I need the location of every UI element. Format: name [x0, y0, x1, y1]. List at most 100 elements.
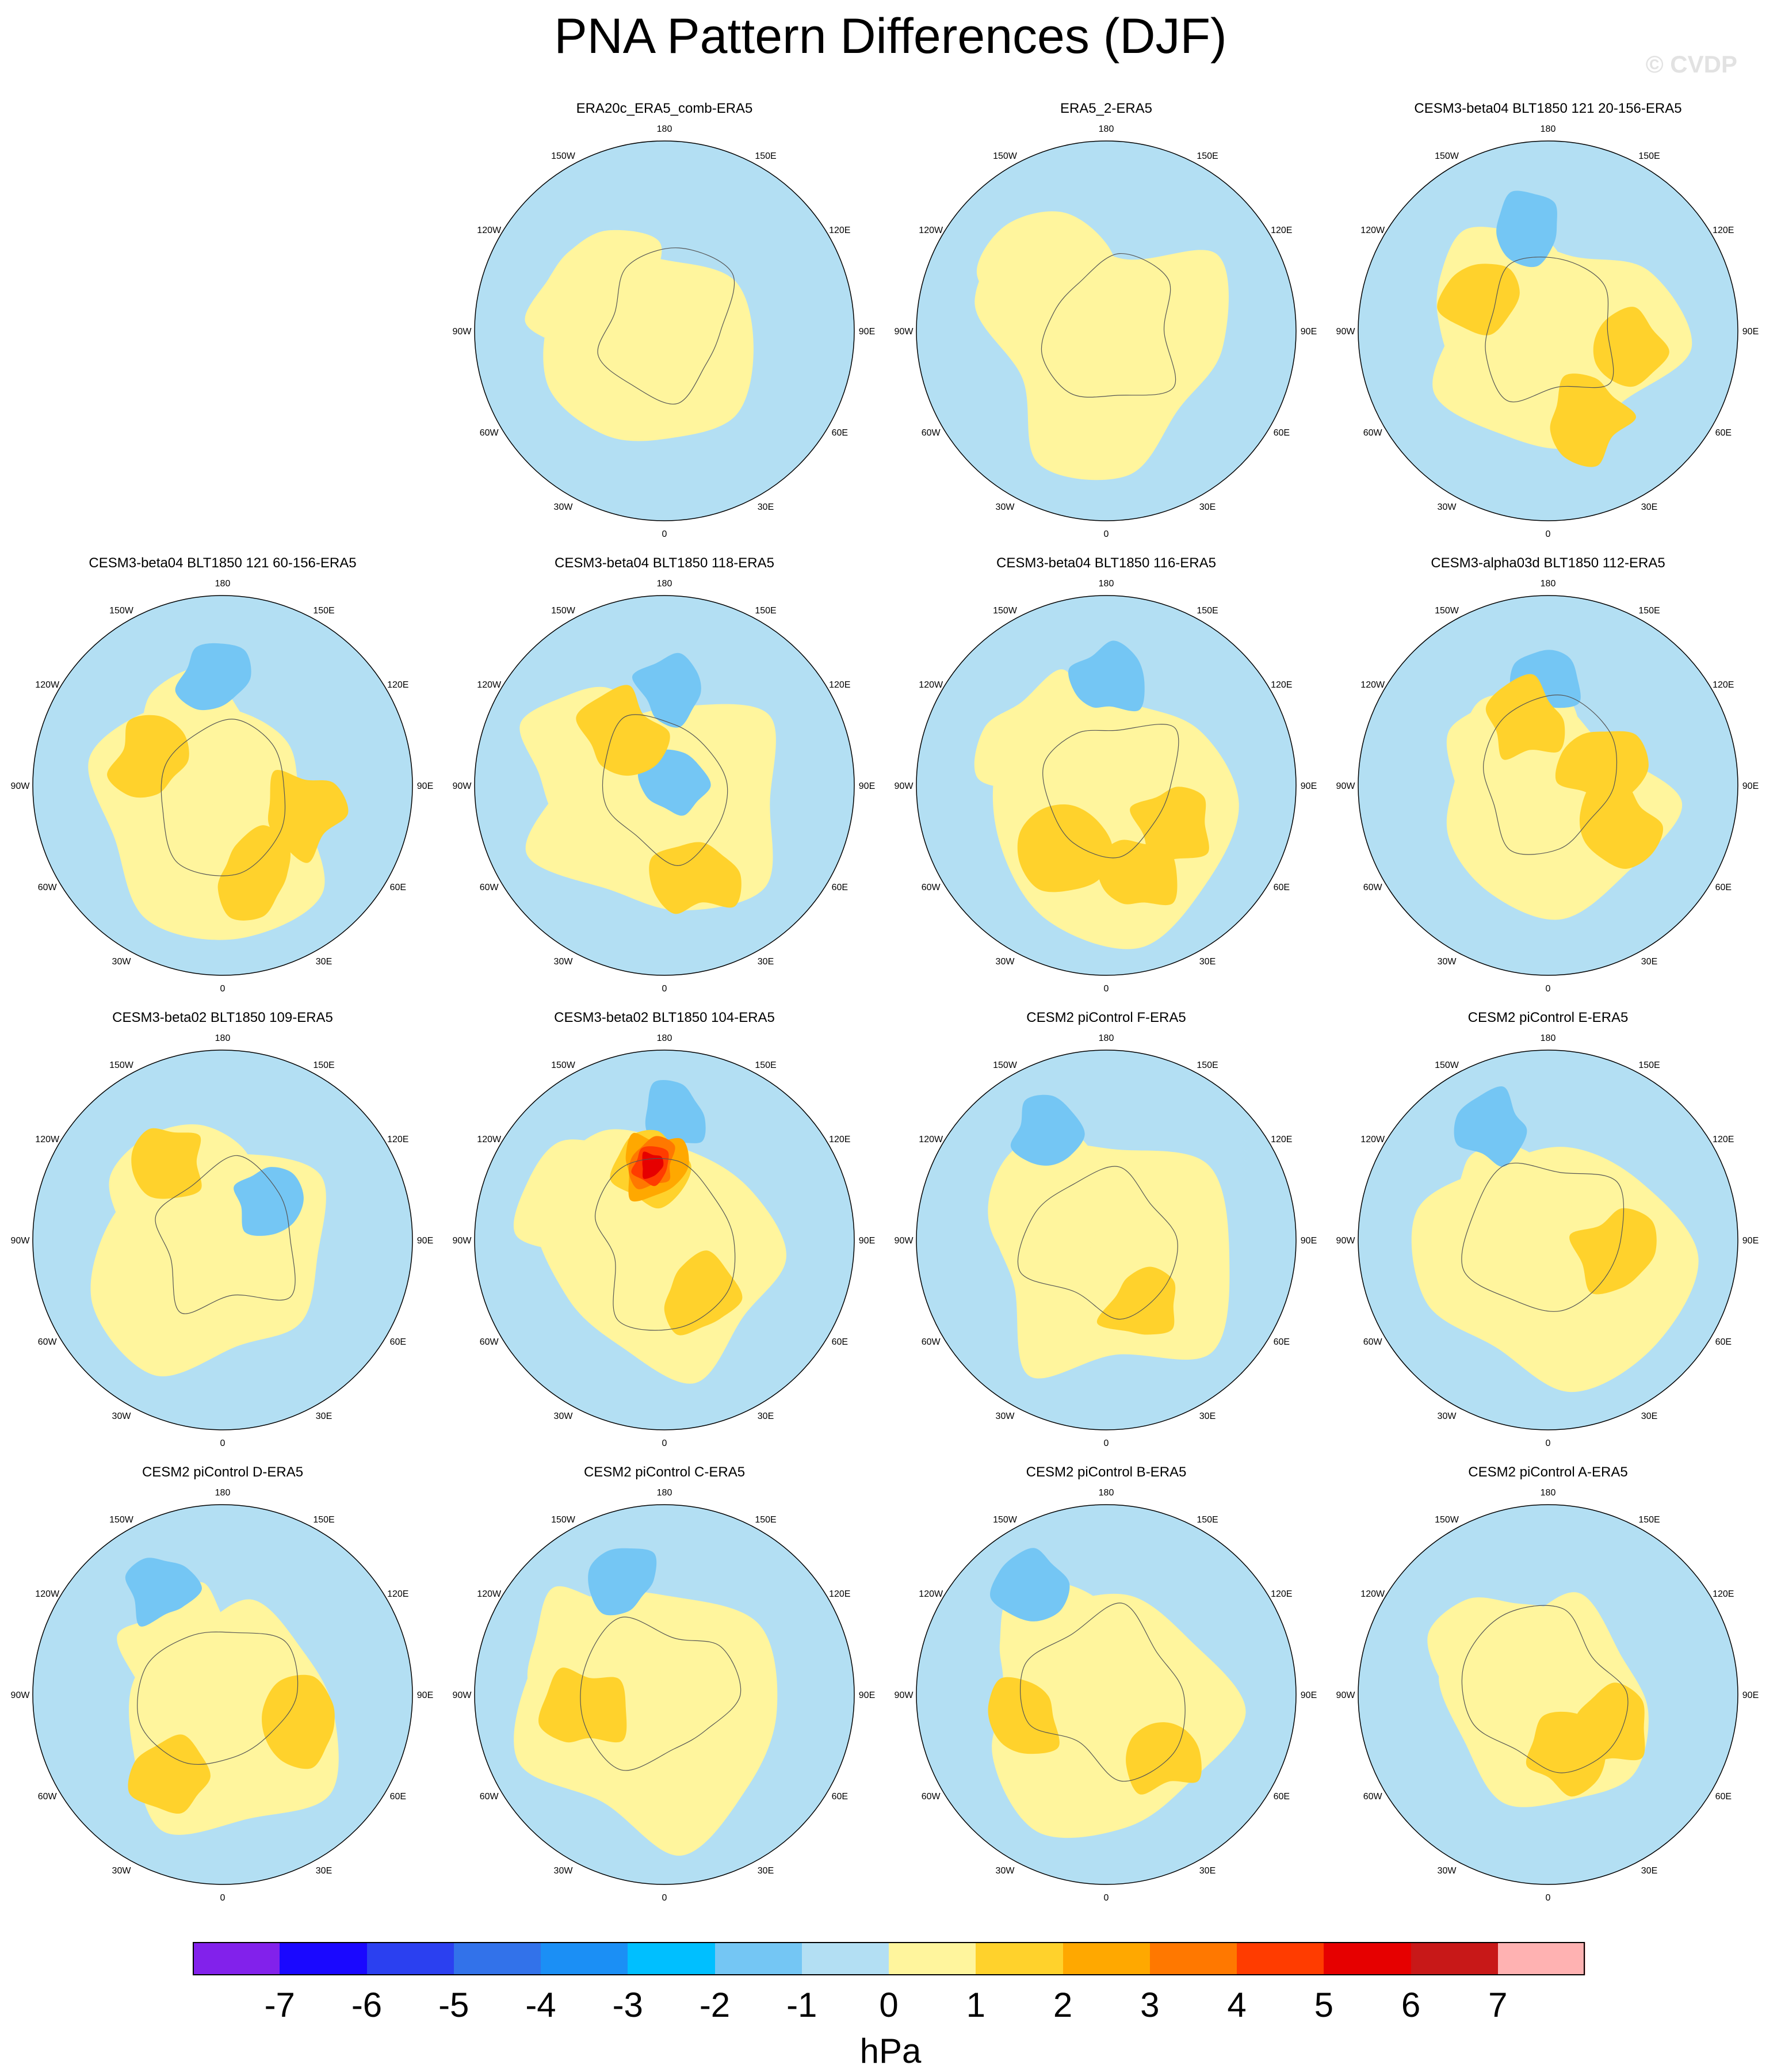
polar-map: 180 150E 120E 90E 60E 30E 0 30W 60W 90W 120W 150W [895, 1488, 1317, 1903]
watermark: © CVDP [1645, 51, 1737, 78]
coastline [137, 1631, 299, 1765]
map-border [1358, 1504, 1738, 1885]
map-border [474, 1050, 855, 1430]
colorbar-tick-label: 4 [1227, 1986, 1247, 2024]
longitude-label: 90W [11, 781, 30, 791]
longitude-label: 120W [1360, 1589, 1385, 1599]
longitude-label: 120W [35, 1589, 60, 1599]
longitude-label: 120W [919, 226, 943, 235]
longitude-label: 150W [993, 1515, 1018, 1525]
panel-title: CESM3-beta04 BLT1850 118-ERA5 [555, 555, 774, 571]
longitude-label: 60W [922, 1792, 941, 1802]
longitude-label: 90W [453, 1236, 472, 1246]
longitude-label: 120W [1360, 226, 1385, 235]
longitude-label: 30E [1641, 502, 1657, 512]
longitude-label: 180 [1099, 124, 1114, 134]
coastline [1020, 1602, 1186, 1782]
longitude-label: 30W [554, 1411, 574, 1421]
longitude-label: 0 [1546, 1438, 1551, 1448]
panel-title: ERA20c_ERA5_comb-ERA5 [576, 101, 753, 116]
longitude-label: 180 [657, 1033, 672, 1043]
positive-anomaly-blob [128, 1734, 211, 1814]
map-border [32, 1504, 413, 1885]
longitude-label: 120E [387, 1589, 408, 1599]
positive-anomaly-blob [1526, 1711, 1606, 1797]
longitude-label: 150E [1197, 151, 1218, 161]
longitude-label: 150E [1638, 1060, 1660, 1070]
longitude-label: 90E [417, 1691, 433, 1700]
longitude-label: 180 [1541, 1488, 1556, 1498]
longitude-label: 90W [1336, 327, 1356, 337]
coastline [155, 1155, 296, 1314]
longitude-label: 30E [758, 1866, 774, 1876]
longitude-label: 150W [1435, 606, 1459, 616]
longitude-label: 60E [390, 883, 406, 892]
panel-title: CESM2 piControl A-ERA5 [1468, 1464, 1628, 1480]
longitude-label: 180 [657, 124, 672, 134]
colorbar-segment [801, 1942, 889, 1975]
longitude-label: 60W [1363, 883, 1383, 892]
colorbar-tick-label: 7 [1488, 1986, 1508, 2024]
map-border [474, 140, 855, 521]
coastline [160, 719, 286, 876]
longitude-label: 0 [662, 984, 667, 994]
longitude-label: 180 [1099, 1033, 1114, 1043]
longitude-label: 60W [480, 428, 499, 438]
coastline [580, 1616, 742, 1771]
longitude-label: 30W [996, 1866, 1015, 1876]
map-panel: CESM3-beta04 BLT1850 121 60-156-ERA5 180 1… [4, 555, 441, 1010]
longitude-label: 150W [1435, 151, 1459, 161]
map-panel: CESM3-beta04 BLT1850 118-ERA5 180 150E 120E… [446, 555, 883, 1010]
map-border [474, 595, 855, 976]
colorbar-tick-label: 0 [879, 1986, 899, 2024]
panel-title: CESM3-beta04 BLT1850 116-ERA5 [996, 555, 1216, 571]
longitude-label: 30E [1199, 502, 1216, 512]
positive-anomaly-field [988, 1126, 1103, 1290]
panel-title: CESM3-alpha03d BLT1850 112-ERA5 [1431, 555, 1665, 571]
polar-map: 180 150E 120E 90E 60E 30E 0 30W 60W 90W 120W 150W [453, 124, 876, 539]
longitude-label: 120W [919, 680, 943, 690]
figure-title: PNA Pattern Differences (DJF) [554, 9, 1227, 64]
map-panel: CESM2 piControl D-ERA5 180 150E 120E 90E 60E 3… [4, 1464, 441, 1919]
longitude-label: 120E [829, 1135, 850, 1144]
longitude-label: 90E [1742, 327, 1759, 337]
panel-title: CESM2 piControl C-ERA5 [583, 1464, 746, 1480]
longitude-label: 60E [832, 883, 848, 892]
longitude-label: 150W [551, 1515, 576, 1525]
longitude-label: 90W [895, 1236, 914, 1246]
longitude-label: 0 [1104, 529, 1109, 539]
positive-anomaly-blob [1555, 731, 1649, 803]
map-border [916, 1050, 1297, 1430]
map-panel: ERA20c_ERA5_comb-ERA5 180 150E 120E 90E 60E 30… [446, 101, 883, 555]
colorbar-tick-label: -5 [438, 1986, 469, 2024]
longitude-label: 30E [1199, 1411, 1216, 1421]
map-border [916, 140, 1297, 521]
longitude-label: 150W [1435, 1060, 1459, 1070]
panel-title: CESM2 piControl F-ERA5 [1026, 1010, 1186, 1025]
longitude-label: 120E [1271, 1589, 1292, 1599]
longitude-label: 0 [1546, 1893, 1551, 1903]
positive-anomaly-blob [107, 715, 189, 798]
longitude-label: 0 [662, 1438, 667, 1448]
longitude-label: 60W [922, 883, 941, 892]
panel-title: CESM3-beta02 BLT1850 109-ERA5 [112, 1010, 333, 1025]
map-panels: ERA20c_ERA5_comb-ERA5 180 150E 120E 90E 60E 30… [4, 101, 1759, 1919]
longitude-label: 150W [551, 606, 576, 616]
longitude-label: 90E [859, 781, 875, 791]
map-panel: CESM2 piControl F-ERA5 180 150E 120E 90E 60E 3… [888, 1010, 1325, 1464]
positive-anomaly-field [525, 230, 662, 352]
longitude-label: 120W [477, 226, 502, 235]
colorbar-tick-label: -2 [699, 1986, 731, 2024]
coastline [1482, 695, 1618, 855]
longitude-label: 90W [453, 1691, 472, 1700]
colorbar-tick-label: -1 [786, 1986, 817, 2024]
negative-anomaly-blob [1068, 640, 1145, 712]
longitude-label: 90E [1301, 327, 1317, 337]
polar-map: 180 150E 120E 90E 60E 30E 0 30W 60W 90W 120W 150W [1336, 124, 1759, 539]
longitude-label: 60W [1363, 1792, 1383, 1802]
longitude-label: 90E [1301, 1236, 1317, 1246]
longitude-label: 120W [1360, 1135, 1385, 1144]
map-border [32, 1050, 413, 1430]
positive-anomaly-field [976, 211, 1121, 380]
longitude-label: 90E [1742, 1236, 1759, 1246]
